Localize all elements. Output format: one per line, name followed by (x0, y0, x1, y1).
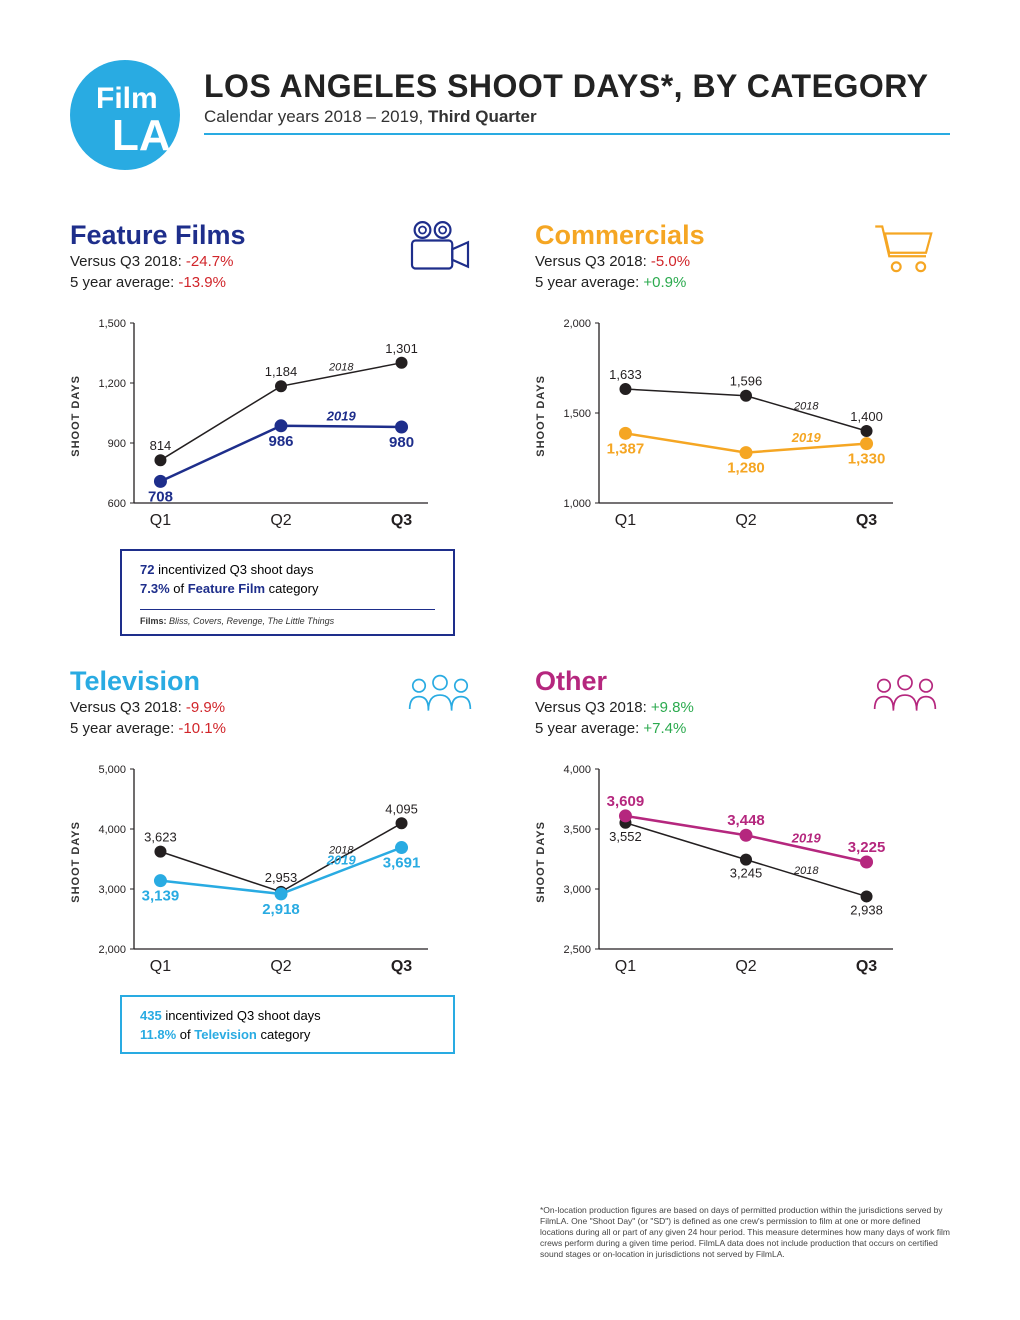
filmla-logo: Film LA (70, 60, 180, 170)
svg-text:Q2: Q2 (735, 958, 756, 975)
svg-text:3,691: 3,691 (383, 854, 421, 871)
panel-other: Other Versus Q3 2018: +9.8% 5 year avera… (535, 666, 950, 1055)
svg-text:2,000: 2,000 (98, 944, 126, 956)
svg-text:3,225: 3,225 (848, 839, 886, 856)
svg-text:2018: 2018 (793, 400, 819, 412)
svg-text:5,000: 5,000 (98, 764, 126, 776)
television-stats: Versus Q3 2018: -9.9% 5 year average: -1… (70, 697, 226, 739)
svg-text:Q3: Q3 (391, 958, 412, 975)
page-title: LOS ANGELES SHOOT DAYS*, BY CATEGORY (204, 68, 950, 105)
svg-text:2,000: 2,000 (563, 318, 591, 330)
feature-stats: Versus Q3 2018: -24.7% 5 year average: -… (70, 251, 246, 293)
svg-text:1,387: 1,387 (607, 440, 645, 457)
svg-text:1,500: 1,500 (563, 408, 591, 420)
svg-text:Q1: Q1 (150, 512, 171, 529)
panel-commercials: Commercials Versus Q3 2018: -5.0% 5 year… (535, 220, 950, 636)
header-rule (204, 133, 950, 135)
svg-text:3,500: 3,500 (563, 824, 591, 836)
svg-text:2,938: 2,938 (850, 902, 883, 917)
svg-text:2,918: 2,918 (262, 901, 300, 918)
svg-text:814: 814 (150, 438, 172, 453)
panel-feature-films: Feature Films Versus Q3 2018: -24.7% 5 y… (70, 220, 485, 636)
svg-text:2019: 2019 (326, 852, 357, 867)
group-icon (870, 666, 940, 721)
svg-text:980: 980 (389, 434, 414, 451)
svg-text:2018: 2018 (793, 865, 819, 877)
other-title: Other (535, 666, 694, 697)
svg-text:600: 600 (108, 498, 126, 510)
panel-television: Television Versus Q3 2018: -9.9% 5 year … (70, 666, 485, 1055)
svg-text:3,000: 3,000 (98, 884, 126, 896)
other-stats: Versus Q3 2018: +9.8% 5 year average: +7… (535, 697, 694, 739)
svg-text:1,500: 1,500 (98, 318, 126, 330)
svg-text:1,633: 1,633 (609, 367, 642, 382)
panel-grid: Feature Films Versus Q3 2018: -24.7% 5 y… (70, 220, 950, 1054)
svg-text:3,552: 3,552 (609, 828, 642, 843)
commercials-chart: 1,000 1,500 2,000 Q1 Q2 Q3 1,633 1,596 1,400 1,38… (551, 305, 911, 535)
svg-text:1,330: 1,330 (848, 451, 886, 468)
svg-text:3,609: 3,609 (607, 793, 645, 810)
feature-title: Feature Films (70, 220, 246, 251)
svg-text:1,301: 1,301 (385, 341, 418, 356)
svg-text:1,000: 1,000 (563, 498, 591, 510)
svg-text:Q2: Q2 (735, 512, 756, 529)
svg-text:2019: 2019 (791, 430, 822, 445)
camera-icon (405, 220, 475, 275)
page-subtitle: Calendar years 2018 – 2019, Third Quarte… (204, 107, 950, 127)
svg-text:3,245: 3,245 (730, 865, 763, 880)
svg-text:3,448: 3,448 (727, 812, 765, 829)
svg-text:Q3: Q3 (856, 512, 877, 529)
svg-text:2,500: 2,500 (563, 944, 591, 956)
feature-ylabel: SHOOT DAYS (70, 375, 82, 457)
svg-text:1,400: 1,400 (850, 409, 883, 424)
feature-chart: 600 900 1,200 1,500 Q1 Q2 Q3 814 1,184 1,301 708 98… (86, 305, 446, 535)
svg-text:1,184: 1,184 (265, 364, 298, 379)
svg-text:2019: 2019 (791, 830, 822, 845)
other-ylabel: SHOOT DAYS (535, 821, 547, 903)
svg-text:1,596: 1,596 (730, 374, 763, 389)
svg-text:4,000: 4,000 (563, 764, 591, 776)
svg-text:900: 900 (108, 438, 126, 450)
television-ylabel: SHOOT DAYS (70, 821, 82, 903)
cart-icon (870, 220, 940, 275)
television-callout: 435 incentivized Q3 shoot days 11.8% of … (120, 995, 455, 1055)
svg-text:Q3: Q3 (391, 512, 412, 529)
svg-text:708: 708 (148, 488, 173, 505)
svg-text:Q2: Q2 (270, 512, 291, 529)
svg-text:Q3: Q3 (856, 958, 877, 975)
svg-text:1,200: 1,200 (98, 378, 126, 390)
other-chart: 2,500 3,000 3,500 4,000 Q1 Q2 Q3 3,552 3,245 2,93… (551, 751, 911, 981)
svg-text:3,139: 3,139 (142, 887, 180, 904)
svg-text:986: 986 (268, 433, 293, 450)
svg-text:Q2: Q2 (270, 958, 291, 975)
svg-text:1,280: 1,280 (727, 460, 765, 477)
svg-text:LA: LA (112, 111, 171, 160)
svg-text:2,953: 2,953 (265, 870, 298, 885)
group-icon (405, 666, 475, 721)
svg-text:3,000: 3,000 (563, 884, 591, 896)
television-title: Television (70, 666, 226, 697)
svg-text:Q1: Q1 (150, 958, 171, 975)
svg-text:3,623: 3,623 (144, 829, 177, 844)
commercials-stats: Versus Q3 2018: -5.0% 5 year average: +0… (535, 251, 705, 293)
page-header: Film LA LOS ANGELES SHOOT DAYS*, BY CATE… (70, 60, 950, 170)
footnote: *On-location production figures are base… (540, 1205, 950, 1260)
svg-text:Q1: Q1 (615, 958, 636, 975)
svg-text:2018: 2018 (328, 362, 354, 374)
television-chart: 2,000 3,000 4,000 5,000 Q1 Q2 Q3 3,623 2,953 4,09… (86, 751, 446, 981)
commercials-title: Commercials (535, 220, 705, 251)
svg-text:Q1: Q1 (615, 512, 636, 529)
feature-callout: 72 incentivized Q3 shoot days 7.3% of Fe… (120, 549, 455, 636)
commercials-ylabel: SHOOT DAYS (535, 375, 547, 457)
svg-text:4,095: 4,095 (385, 801, 418, 816)
svg-text:4,000: 4,000 (98, 824, 126, 836)
svg-text:2019: 2019 (326, 408, 357, 423)
